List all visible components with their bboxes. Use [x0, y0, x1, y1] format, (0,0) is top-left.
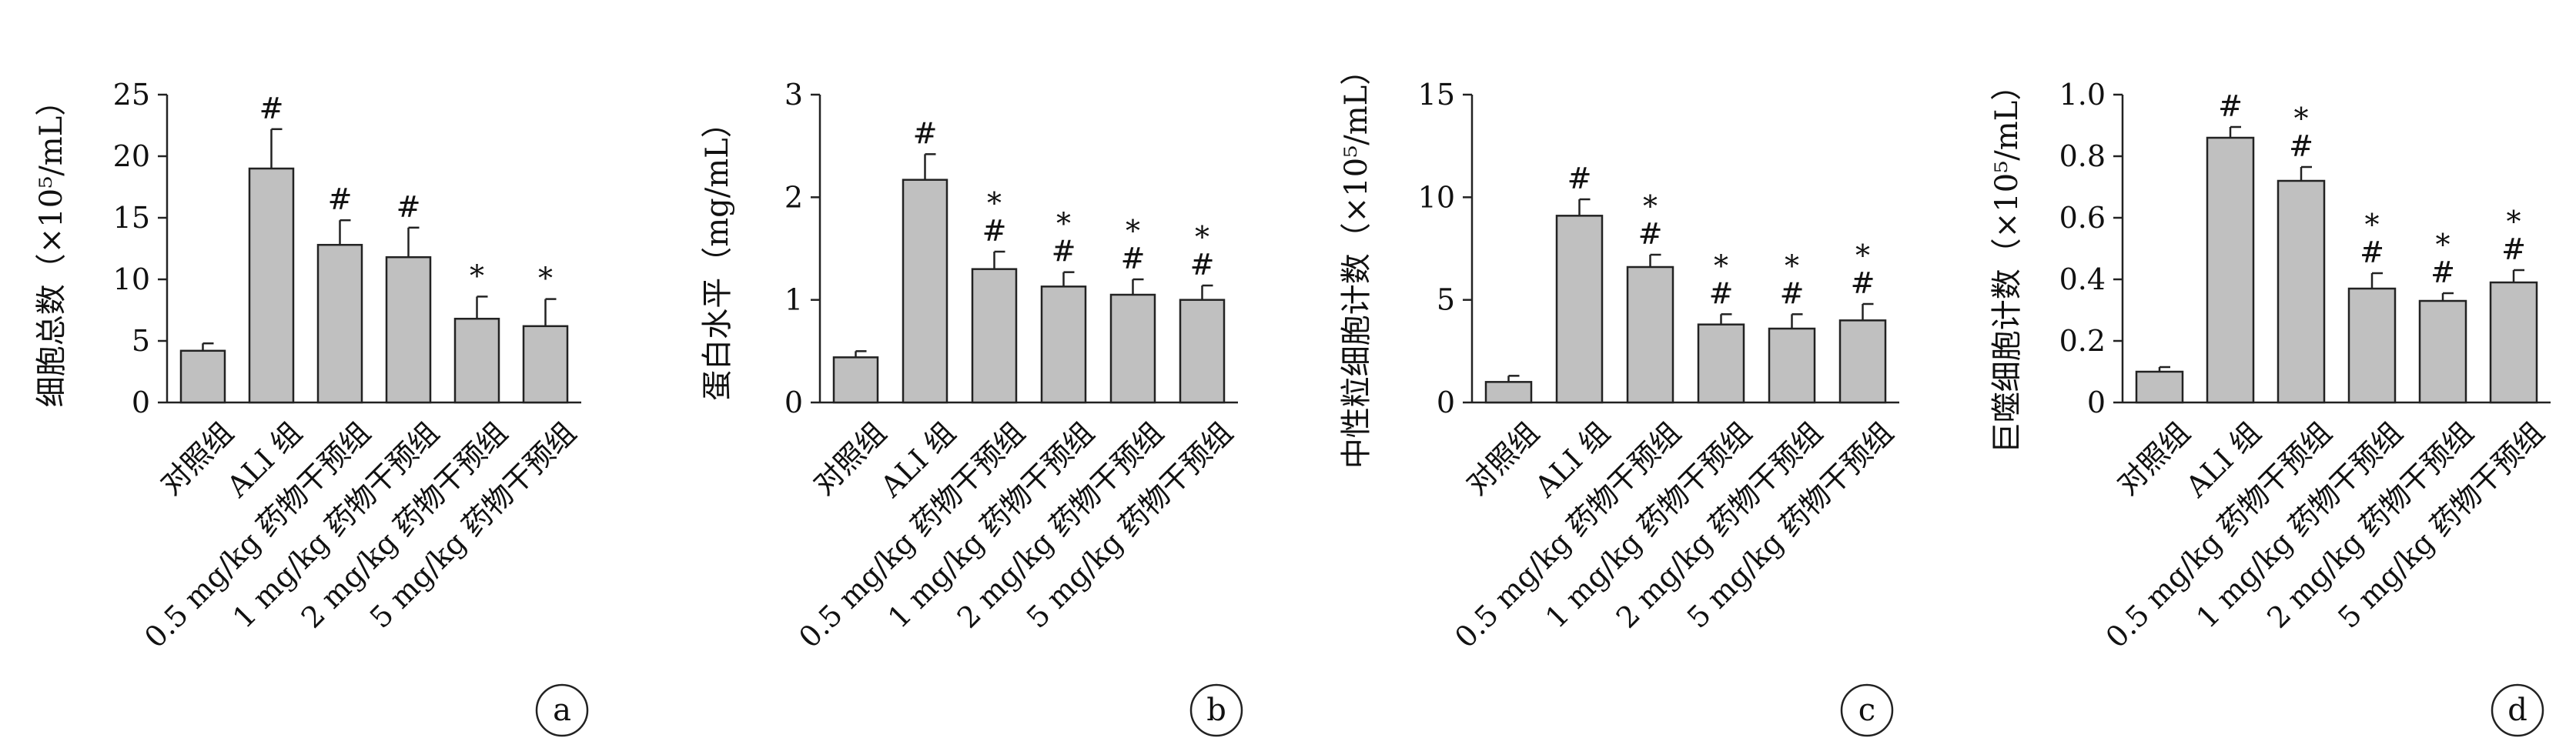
y-tick-label: 0 [2087, 386, 2106, 419]
y-tick-label: 15 [113, 201, 150, 235]
significance-mark: * [2365, 208, 2380, 242]
y-tick-label: 0.2 [2059, 324, 2106, 358]
significance-mark: # [1638, 217, 1663, 251]
bar [832, 356, 879, 404]
y-tick-label: 0.6 [2059, 201, 2106, 235]
significance-mark: # [913, 116, 938, 150]
significance-mark: * [1714, 249, 1728, 282]
significance-mark: * [1195, 220, 1209, 254]
panel-letter: a [553, 693, 571, 728]
panel-letter: c [1858, 693, 1875, 728]
y-tick-label: 0 [785, 386, 803, 419]
bar [2347, 287, 2397, 404]
bar [2418, 299, 2467, 404]
y-tick-label: 5 [132, 324, 150, 358]
significance-mark: # [1851, 266, 1875, 300]
y-tick-label: 3 [785, 78, 803, 112]
significance-mark: * [1056, 207, 1071, 241]
significance-mark: * [2294, 102, 2309, 135]
bar [2277, 179, 2326, 404]
y-tick-label: 5 [1437, 283, 1455, 317]
y-tick-label: 0 [132, 386, 150, 419]
bar [316, 243, 363, 404]
y-axis-label: 蛋白水平（mg/mL） [700, 107, 735, 401]
bar [1838, 319, 1887, 404]
bar [971, 268, 1018, 404]
bar [179, 349, 226, 404]
panel-letter-circle [2491, 683, 2544, 737]
panel-letter: d [2507, 693, 2527, 728]
y-tick-label: 1.0 [2059, 78, 2106, 112]
significance-mark: # [1121, 242, 1146, 275]
y-tick-label: 2 [785, 180, 803, 214]
bar [2206, 136, 2255, 404]
significance-mark: # [1780, 276, 1805, 310]
y-axis-label: 巨噬细胞计数（×10⁵/mL） [1989, 70, 2025, 453]
bar [1109, 293, 1156, 404]
y-tick-label: 15 [1418, 78, 1455, 112]
significance-mark: * [538, 262, 553, 296]
significance-mark: # [1567, 162, 1592, 195]
significance-mark: # [2430, 255, 2455, 289]
y-tick-label: 1 [785, 283, 803, 317]
significance-mark: * [1643, 189, 1658, 223]
y-tick-label: 0.8 [2059, 139, 2106, 173]
category-label: 对照组 [807, 416, 893, 502]
bar [1626, 265, 1674, 404]
y-axis-label: 细胞总数（×10⁵/mL） [34, 85, 69, 407]
category-label: 对照组 [2110, 416, 2196, 502]
panel-letter-circle [1840, 683, 1894, 737]
y-tick-label: 0 [1437, 386, 1455, 419]
significance-mark: # [2501, 232, 2526, 266]
significance-mark: # [396, 190, 421, 224]
bar [1555, 215, 1604, 404]
significance-mark: # [1052, 235, 1076, 269]
category-label: 对照组 [1460, 416, 1546, 502]
category-label: 对照组 [154, 416, 240, 502]
bar [453, 317, 500, 404]
significance-mark: * [1126, 214, 1140, 248]
panel-letter-circle [535, 683, 589, 737]
significance-mark: # [259, 92, 284, 125]
y-tick-label: 0.4 [2059, 262, 2106, 296]
significance-mark: # [2218, 89, 2243, 123]
significance-mark: * [987, 186, 1002, 220]
panel-letter-circle [1189, 683, 1243, 737]
significance-mark: * [2507, 205, 2521, 239]
significance-mark: # [2360, 235, 2384, 269]
y-tick-label: 10 [113, 262, 150, 296]
bar [1040, 286, 1087, 404]
bar [902, 179, 948, 404]
significance-mark: # [1709, 276, 1734, 310]
bar [1697, 323, 1745, 404]
significance-mark: # [982, 214, 1007, 248]
bar [2135, 370, 2184, 404]
bar [385, 255, 432, 404]
significance-mark: # [328, 182, 353, 216]
significance-mark: * [1785, 249, 1799, 282]
bar [1484, 381, 1533, 404]
y-tick-label: 10 [1418, 180, 1455, 214]
significance-mark: * [1855, 239, 1870, 272]
panel-letter: b [1206, 693, 1226, 728]
bar [248, 167, 295, 404]
significance-mark: # [2289, 129, 2313, 163]
y-tick-label: 20 [113, 139, 150, 173]
bar [2489, 281, 2538, 404]
bar [1768, 327, 1816, 404]
bar [1179, 299, 1226, 404]
bar [522, 325, 569, 404]
significance-mark: # [1190, 248, 1215, 282]
significance-mark: * [2436, 228, 2451, 262]
significance-mark: * [470, 259, 484, 292]
y-tick-label: 25 [113, 78, 150, 112]
y-axis-label: 中性粒细胞计数（×10⁵/mL） [1339, 55, 1374, 469]
